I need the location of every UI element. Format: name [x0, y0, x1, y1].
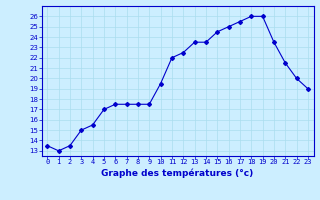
X-axis label: Graphe des températures (°c): Graphe des températures (°c)	[101, 168, 254, 178]
